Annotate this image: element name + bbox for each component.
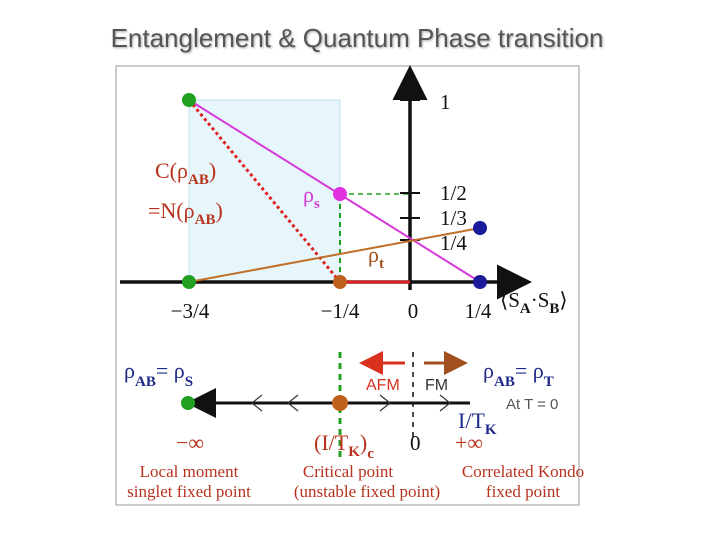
title: Entanglement & Quantum Phase transition (111, 23, 604, 53)
concurrence-label: =N(ρAB) (148, 198, 223, 228)
y-tick-label: 1 (440, 90, 451, 114)
rho-t-label: ρt (368, 242, 384, 272)
text-part: AB (195, 212, 216, 228)
temperature-note: At T = 0 (506, 396, 558, 413)
panel-border (115, 65, 580, 506)
fm-label: FM (425, 377, 448, 394)
text-part: A (520, 301, 531, 317)
text-part: t (379, 256, 384, 272)
text-part: AB (494, 374, 515, 390)
point-caption: (unstable fixed point) (294, 482, 440, 501)
tick-label: 0 (410, 431, 421, 455)
tick-label: +∞ (455, 430, 483, 455)
text-part: T (544, 374, 554, 390)
point (182, 275, 196, 289)
text-part: AB (188, 172, 209, 188)
point-caption: Correlated Kondo (462, 462, 584, 481)
point (333, 275, 347, 289)
point (332, 395, 348, 411)
right-label: ρAB= ρT (483, 358, 554, 390)
x-tick-label: −1/4 (321, 299, 360, 323)
text-part: c (367, 446, 374, 462)
point (182, 93, 196, 107)
text-part: ) (215, 198, 222, 223)
shaded-region (188, 99, 341, 283)
rho-t-line (188, 227, 481, 283)
point (333, 187, 347, 201)
rho-s-label: ρs (303, 182, 320, 212)
text-part: B (549, 301, 559, 317)
x-tick-label: 1/4 (465, 299, 492, 323)
text-part: I/T (458, 408, 485, 433)
y-tick-label: 1/2 (440, 181, 467, 205)
tick-label: (I/TK)c (314, 430, 374, 462)
text-part: = ρ (156, 358, 185, 383)
text-part: ⟨S (500, 288, 520, 312)
point-caption: fixed point (486, 482, 560, 501)
point-caption: Critical point (303, 462, 393, 481)
text-part: ρ (483, 358, 494, 383)
flow-chevrons (251, 394, 451, 412)
text-part: ρ (368, 242, 379, 267)
text-part: ⟩ (559, 288, 567, 312)
text-part: ) (360, 430, 367, 455)
text-part: S (185, 374, 193, 390)
concurrence-label: C(ρAB) (155, 158, 216, 188)
text-part: AB (135, 374, 156, 390)
text-part: s (314, 196, 320, 212)
point (473, 275, 487, 289)
text-part: ) (209, 158, 216, 183)
point-caption: Local moment (140, 462, 239, 481)
afm-label: AFM (366, 377, 400, 394)
text-part: (I/T (314, 430, 349, 455)
point (473, 221, 487, 235)
text-part: K (348, 444, 360, 460)
x-tick-label: −3/4 (171, 299, 210, 323)
text-part: K (485, 422, 497, 438)
x-tick-label: 0 (408, 299, 419, 323)
y-tick-label: 1/3 (440, 206, 467, 230)
point-caption: singlet fixed point (127, 482, 251, 501)
text-part: ρ (303, 182, 314, 207)
text-part: ·S (531, 288, 550, 312)
tick-label: −∞ (176, 430, 204, 455)
y-tick-label: 1/4 (440, 231, 467, 255)
text-part: =N(ρ (148, 198, 195, 223)
text-part: = ρ (515, 358, 544, 383)
left-label: ρAB= ρS (124, 358, 193, 390)
point (181, 396, 195, 410)
text-part: C(ρ (155, 158, 188, 183)
x-axis-label: ⟨SA·SB⟩ (500, 288, 568, 317)
flow-axis-label: I/TK (458, 408, 497, 438)
text-part: ρ (124, 358, 135, 383)
